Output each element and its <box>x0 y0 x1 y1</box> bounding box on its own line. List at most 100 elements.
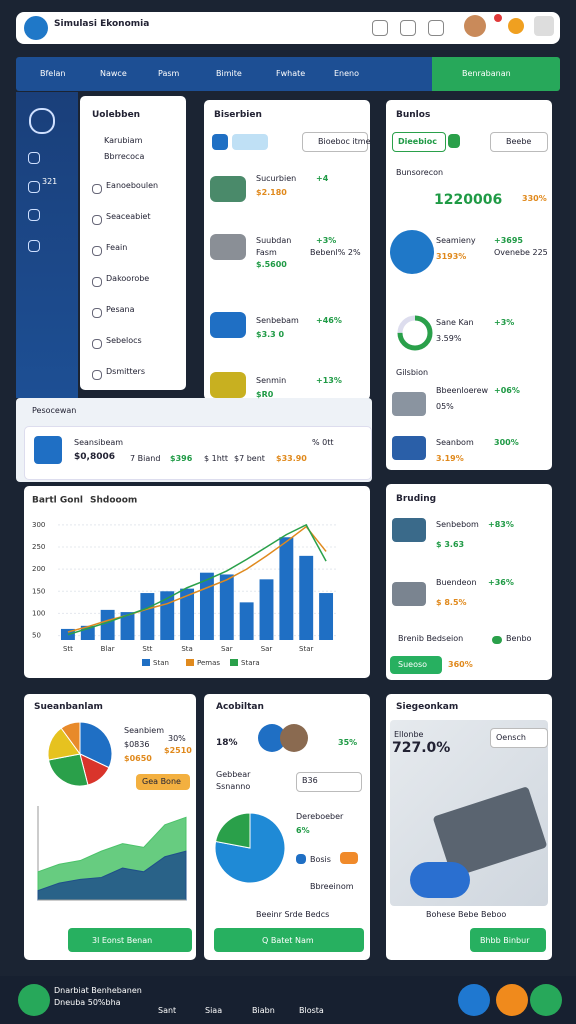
item-change: 300% <box>494 438 519 447</box>
legend-label: 6% <box>296 826 310 835</box>
legend-swatch <box>186 659 194 666</box>
sidebar-icon[interactable] <box>28 209 40 221</box>
logo[interactable] <box>24 16 48 40</box>
item-change: +3% <box>316 236 337 245</box>
pie-slice <box>47 753 89 787</box>
item-name: Sane Kan <box>436 318 474 327</box>
button[interactable] <box>214 928 364 952</box>
button[interactable] <box>490 132 548 152</box>
sidebar-icon[interactable] <box>28 181 40 193</box>
x-tick-label: Sar <box>261 645 273 653</box>
pie-slice <box>60 721 81 756</box>
footer-logo[interactable] <box>18 984 50 1016</box>
icon[interactable] <box>212 134 228 150</box>
menu-note: Bbrrecoca <box>104 152 145 161</box>
button-label[interactable]: Beebe <box>506 137 532 146</box>
button-label[interactable]: Bioeboc itme <box>318 137 371 146</box>
legend-swatch <box>492 636 502 644</box>
menu-item[interactable]: Dakoorobe <box>106 274 150 283</box>
menu-item[interactable]: Sebelocs <box>106 336 142 345</box>
icon[interactable] <box>372 20 388 36</box>
footer-nav[interactable]: Biabn <box>252 1006 275 1015</box>
button-label[interactable]: Bhbb Binbur <box>480 936 530 945</box>
nav-tab[interactable]: Eneno <box>334 69 360 78</box>
nav-tab[interactable]: Nawce <box>100 69 127 78</box>
icon[interactable] <box>400 20 416 36</box>
label: Gebbear <box>216 770 251 779</box>
line <box>67 523 327 636</box>
footer-sub: Dneuba 50%bha <box>54 998 121 1007</box>
button-label[interactable]: Sueoso <box>398 660 428 669</box>
badge-label: Gea Bone <box>142 777 181 786</box>
balance-change: % 0tt <box>312 438 334 447</box>
panel-title: Bruding <box>396 494 437 504</box>
footer-nav[interactable]: Sant <box>158 1006 177 1015</box>
y-tick-label: 100 <box>32 609 45 617</box>
select[interactable] <box>392 132 446 152</box>
menu-item[interactable]: Eanoeboulen <box>106 181 159 190</box>
legend-label: Stan <box>153 659 169 667</box>
item-icon <box>392 582 426 606</box>
select-label[interactable]: Dieebioc <box>398 137 437 146</box>
item-name: Buendeon <box>436 578 477 587</box>
badge[interactable] <box>136 774 190 790</box>
menu-icon <box>92 370 102 380</box>
nav-action[interactable]: Benrabanan <box>462 69 511 78</box>
x-tick-label: Sar <box>221 645 233 653</box>
icon <box>280 724 308 752</box>
sidebar-icon[interactable] <box>29 108 55 134</box>
panel-title: Acobiltan <box>216 702 264 712</box>
balance-item: $33.90 <box>276 454 307 463</box>
nav-tab[interactable]: Bimite <box>216 69 242 78</box>
map-value: 727.0% <box>392 740 451 756</box>
item-price: 05% <box>436 402 454 411</box>
button[interactable] <box>302 132 368 152</box>
footer-nav[interactable]: Blosta <box>299 1006 324 1015</box>
coin[interactable] <box>508 18 524 34</box>
bar <box>140 593 155 640</box>
button[interactable] <box>390 656 442 674</box>
item-change: +13% <box>316 376 342 385</box>
menu-icon <box>92 339 102 349</box>
balance-item: $7 bent <box>234 454 265 463</box>
market-change: 330% <box>522 194 547 203</box>
menu-item[interactable]: Feain <box>106 243 128 252</box>
sidebar <box>16 92 78 398</box>
map-box-label: Oensch <box>496 733 526 742</box>
nav-tab[interactable]: Fwhate <box>276 69 306 78</box>
button[interactable] <box>68 928 192 952</box>
round-button[interactable] <box>458 984 490 1016</box>
nav-action[interactable] <box>432 57 560 91</box>
nav-tab[interactable]: Pasm <box>158 69 180 78</box>
round-button[interactable] <box>496 984 528 1016</box>
rate: 360% <box>448 660 473 669</box>
menu-item[interactable]: Pesana <box>106 305 135 314</box>
menu-item[interactable]: Dsmitters <box>106 367 145 376</box>
panel-title: Sueanbanlam <box>34 702 103 712</box>
select-label[interactable]: B36 <box>302 776 318 785</box>
icon[interactable] <box>448 134 460 148</box>
bar <box>180 588 195 640</box>
menu-icon <box>92 184 102 194</box>
round-button[interactable] <box>530 984 562 1016</box>
balance-item: 7 Biand <box>130 454 161 463</box>
button-label[interactable]: 3l Eonst Benan <box>92 936 153 945</box>
sidebar-icon[interactable] <box>28 240 40 252</box>
progress-ring <box>397 315 433 351</box>
icon[interactable] <box>428 20 444 36</box>
button-label[interactable]: Q Batet Nam <box>262 936 314 945</box>
button[interactable] <box>232 134 268 150</box>
section-title: Pesocewan <box>32 406 77 415</box>
avatar[interactable] <box>464 15 486 37</box>
item-price: 3.19% <box>436 454 464 463</box>
settings[interactable] <box>534 16 554 36</box>
menu-item[interactable]: Seaceabiet <box>106 212 151 221</box>
bar <box>239 602 254 640</box>
select[interactable] <box>296 772 362 792</box>
legend-swatch <box>296 854 306 864</box>
footer-nav[interactable]: Siaa <box>205 1006 223 1015</box>
button[interactable] <box>470 928 546 952</box>
nav-tab[interactable]: Bfelan <box>40 69 66 78</box>
sidebar-icon[interactable] <box>28 152 40 164</box>
item-price: $ 8.5% <box>436 598 467 607</box>
